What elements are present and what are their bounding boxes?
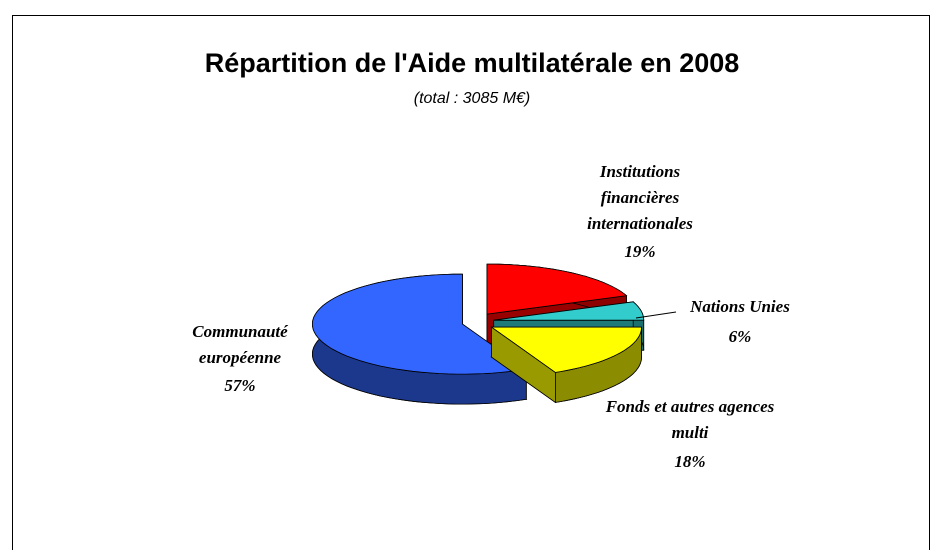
slice-label: Institutions financières internationales <box>587 162 693 233</box>
pie <box>311 263 645 405</box>
slice-label: Nations Unies <box>690 297 790 316</box>
slice <box>311 273 528 375</box>
slice-value-label: 57% <box>224 376 256 395</box>
leader-line <box>635 311 677 319</box>
slice <box>486 263 628 315</box>
slice-value-label: 18% <box>674 452 706 471</box>
frame <box>12 15 930 550</box>
slice-value-label: 6% <box>728 327 752 346</box>
slice-label: Communauté européenne <box>192 322 288 367</box>
slice-value-label: 19% <box>624 242 656 261</box>
slice <box>490 326 642 373</box>
slice-label: Fonds et autres agences multi <box>605 397 775 442</box>
chart-subtitle: (total : 3085 M€) <box>413 90 531 107</box>
chart-title: Répartition de l'Aide multilatérale en 2… <box>204 48 740 78</box>
